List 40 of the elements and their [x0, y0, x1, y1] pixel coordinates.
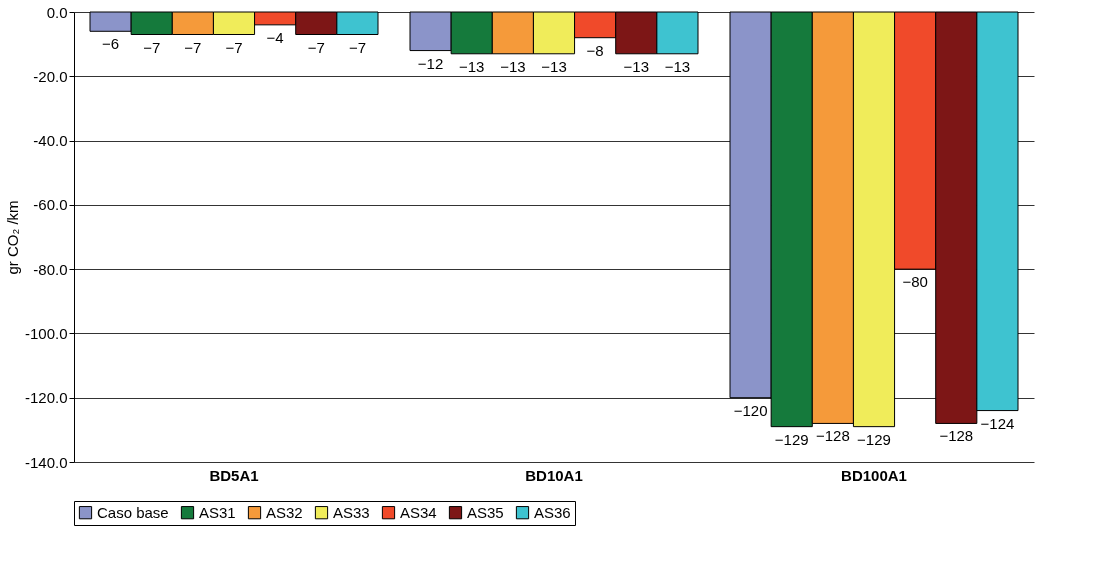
- data-label: −7: [348, 38, 366, 56]
- data-label: −120: [733, 401, 768, 419]
- legend-label: AS33: [333, 503, 370, 521]
- data-label: −13: [500, 57, 526, 75]
- legend-label: Caso base: [97, 503, 169, 521]
- legend-label: AS36: [534, 503, 571, 521]
- data-label: −129: [857, 430, 891, 448]
- data-label: −13: [458, 57, 485, 75]
- data-label: −13: [623, 57, 650, 75]
- data-label: −12: [417, 54, 444, 72]
- x-tick-label: BD5A1: [209, 466, 259, 484]
- data-label: −7: [307, 38, 325, 56]
- data-label: −7: [225, 38, 243, 56]
- y-tick-label: -100.0: [24, 324, 68, 342]
- data-label: −7: [184, 38, 202, 56]
- x-tick-label: BD10A1: [525, 466, 583, 484]
- y-tick-label: -20.0: [33, 67, 68, 85]
- legend-label: AS32: [266, 503, 303, 521]
- x-tick-label: BD100A1: [841, 466, 907, 484]
- data-label: −80: [902, 273, 928, 291]
- data-label: −128: [939, 427, 974, 445]
- y-tick-label: -40.0: [33, 132, 68, 150]
- data-label: −129: [774, 430, 809, 448]
- data-label: −124: [980, 414, 1015, 432]
- legend-label: AS31: [199, 503, 236, 521]
- data-label: −13: [664, 57, 691, 75]
- data-label: −8: [586, 41, 604, 59]
- y-tick-label: -60.0: [33, 196, 68, 214]
- data-label: −4: [266, 28, 284, 46]
- y-tick-label: -120.0: [24, 389, 68, 407]
- data-label: −13: [541, 57, 567, 75]
- legend-label: AS35: [467, 503, 504, 521]
- y-tick-label: -140.0: [24, 453, 68, 471]
- data-label: −6: [102, 35, 120, 53]
- y-tick-label: -80.0: [33, 260, 68, 278]
- y-axis-title: gr CO₂ /km: [3, 200, 21, 275]
- legend-label: AS34: [400, 503, 437, 521]
- data-label: −128: [815, 427, 850, 445]
- data-label: −7: [143, 38, 161, 56]
- y-tick-label: 0.0: [46, 3, 68, 21]
